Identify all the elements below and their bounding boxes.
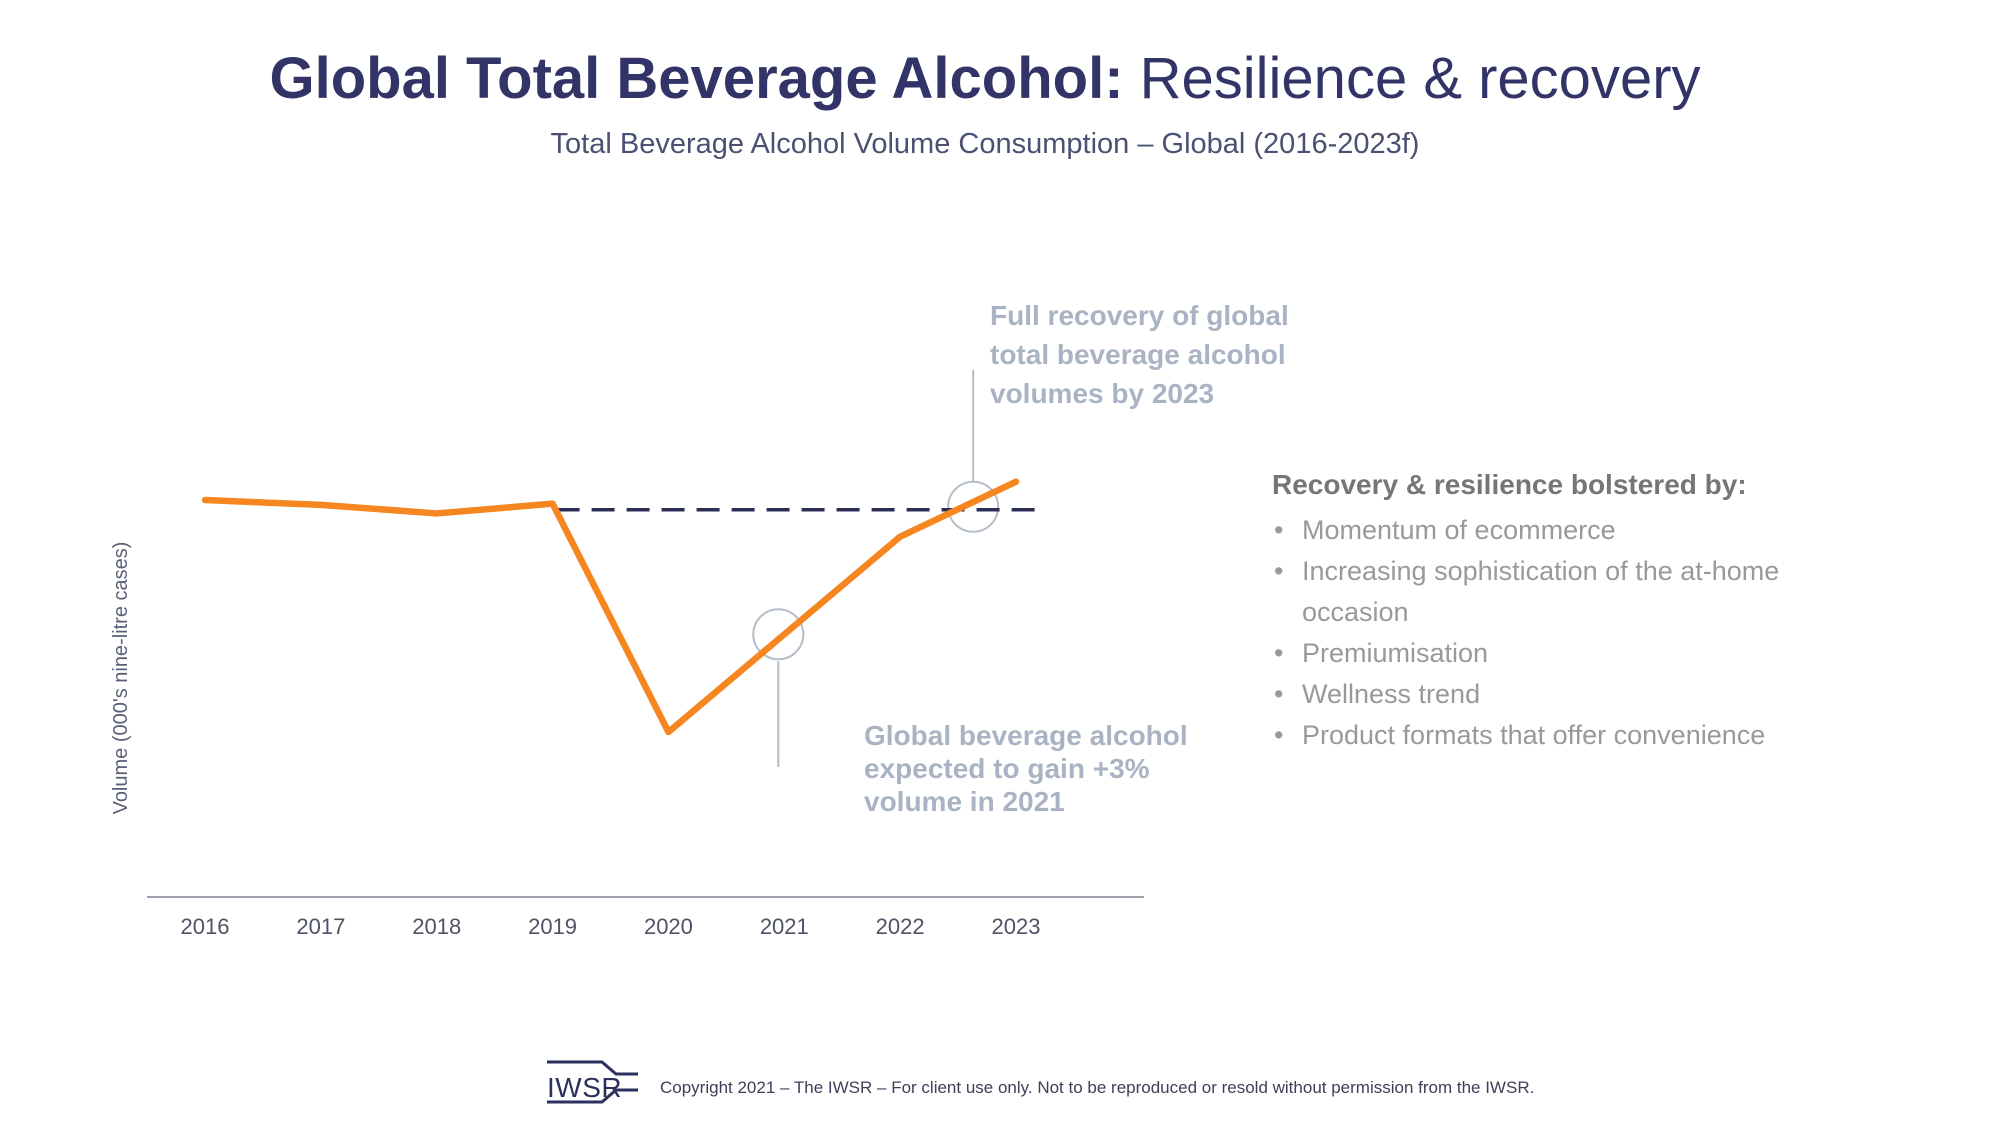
y-axis-label: Volume (000's nine-litre cases) <box>110 542 132 815</box>
chart-title: Total Beverage Alcohol Volume Consumptio… <box>550 128 1420 160</box>
logo-bottle-bottom-line <box>547 1088 638 1104</box>
header: Global Total Beverage Alcohol: Resilienc… <box>0 46 1970 161</box>
year-label: 2016 <box>181 914 230 939</box>
year-label: 2021 <box>760 914 809 939</box>
bullet-item: Momentum of ecommerce <box>1272 510 1802 551</box>
copyright-text: Copyright 2021 – The IWSR – For client u… <box>660 1078 1535 1097</box>
bullet-item: Increasing sophistication of the at-home… <box>1272 551 1802 633</box>
year-label: 2022 <box>876 914 925 939</box>
year-label: 2023 <box>992 914 1041 939</box>
year-label: 2018 <box>412 914 461 939</box>
page-title: Global Total Beverage Alcohol: Resilienc… <box>0 46 1970 112</box>
bullet-item: Premiumisation <box>1272 633 1802 674</box>
annotation-full-recovery: Full recovery of global total beverage a… <box>990 300 1289 409</box>
annotation-circle-full-recovery <box>947 480 1000 533</box>
bullet-list: Momentum of ecommerceIncreasing sophisti… <box>1272 510 1802 756</box>
logo-wordmark: IWSR <box>547 1072 622 1103</box>
annotation-2021-gain: Global beverage alcohol expected to gain… <box>864 720 1188 817</box>
iwsr-logo: IWSR <box>547 1060 638 1104</box>
bullet-item: Product formats that offer convenience <box>1272 715 1802 756</box>
bullet-item: Wellness trend <box>1272 674 1802 715</box>
page-title-light: Resilience & recovery <box>1123 46 1701 111</box>
year-label: 2019 <box>528 914 577 939</box>
trend-line <box>201 478 1020 736</box>
year-label: 2017 <box>296 914 345 939</box>
annotation-circle-2021 <box>752 608 805 661</box>
logo-bottle-top-line <box>547 1060 638 1076</box>
side-panel-heading: Recovery & resilience bolstered by: <box>1272 469 1747 500</box>
year-label: 2020 <box>644 914 693 939</box>
side-panel: Recovery & resilience bolstered by: Mome… <box>1272 468 1802 756</box>
volume-line-chart: 2016 2017 2018 2019 2020 2021 2022 2023 Volume (… <box>110 370 1144 939</box>
page-title-bold: Global Total Beverage Alcohol: <box>269 46 1124 111</box>
